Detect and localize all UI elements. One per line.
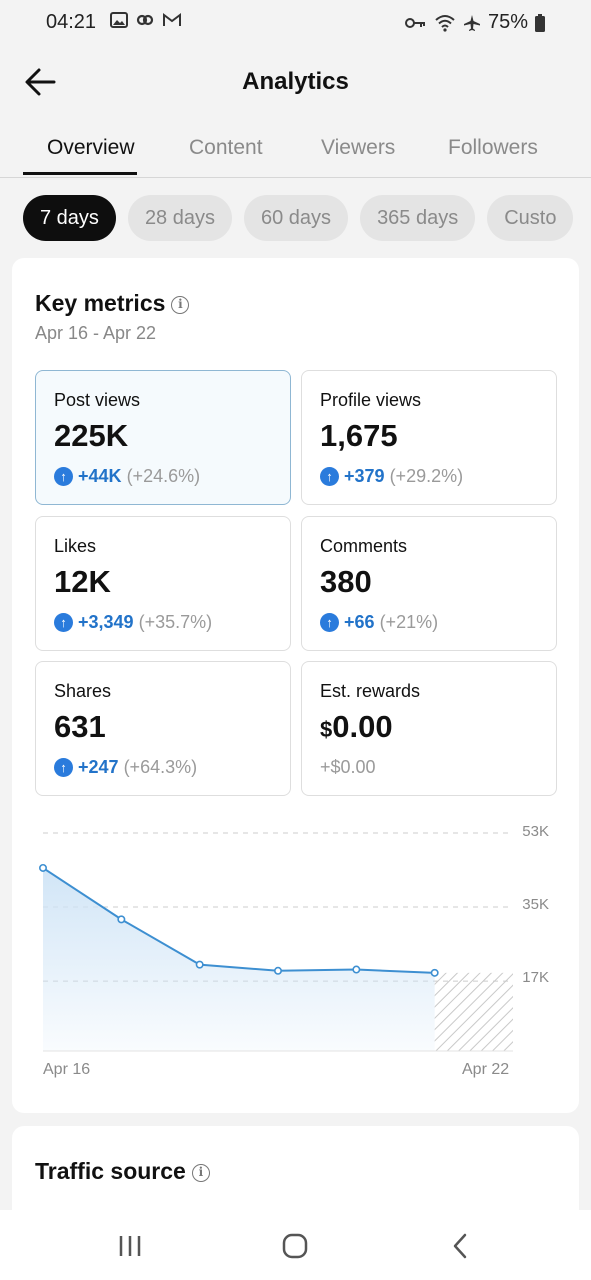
metric-value: 1,675: [320, 418, 398, 453]
metric-value: 12K: [54, 564, 111, 599]
metric-percent: (+24.6%): [126, 466, 201, 486]
metric-label: Shares: [54, 681, 112, 701]
page-title: Analytics: [242, 68, 349, 95]
key-metrics-card: Key metrics i Apr 16 - Apr 22 Post views …: [12, 258, 579, 1113]
metric-profile-views[interactable]: Profile views 1,675 ↑ +379 (+29.2%): [301, 370, 557, 505]
info-icon[interactable]: i: [171, 296, 190, 314]
gmail-icon: [163, 13, 181, 26]
currency-symbol: $: [320, 717, 333, 742]
incomplete-period-hatch: [434, 972, 513, 1051]
metric-percent: (+29.2%): [389, 466, 464, 486]
system-nav-bar: [0, 1210, 591, 1280]
link-icon: [136, 14, 154, 26]
home-icon: [282, 1233, 308, 1259]
key-icon: [404, 17, 425, 28]
tab-bar: Overview Content Viewers Followers: [0, 120, 591, 178]
airplane-icon: [463, 14, 480, 31]
metric-label: Comments: [320, 536, 408, 556]
metric-label: Post views: [54, 390, 141, 410]
metric-value: 631: [54, 709, 106, 744]
battery-level: 75%: [487, 11, 528, 33]
active-tab-indicator: [23, 172, 137, 175]
metric-likes[interactable]: Likes 12K ↑ +3,349 (+35.7%): [35, 516, 291, 651]
metric-delta: +379: [344, 466, 385, 486]
metric-delta: +$0.00: [320, 757, 376, 777]
data-point: [430, 968, 439, 977]
range-7-days[interactable]: 7 days: [23, 195, 116, 241]
tab-viewers[interactable]: Viewers: [321, 136, 396, 159]
x-tick-label: Apr 22: [462, 1061, 510, 1078]
data-point: [117, 915, 126, 924]
range-365-days[interactable]: 365 days: [360, 195, 476, 241]
status-bar: 04:21 75%: [0, 0, 591, 48]
arrow-up-icon: ↑: [54, 613, 73, 632]
arrow-up-icon: ↑: [54, 467, 73, 486]
wifi-icon: [435, 14, 455, 32]
arrow-up-icon: ↑: [54, 758, 73, 777]
metric-est-rewards[interactable]: Est. rewards $0.00 +$0.00: [301, 661, 557, 796]
metric-delta: +66: [344, 612, 375, 632]
tab-overview[interactable]: Overview: [47, 136, 135, 159]
gallery-icon: [110, 12, 128, 28]
range-28-days[interactable]: 28 days: [127, 195, 232, 241]
status-time: 04:21: [46, 11, 97, 33]
info-icon[interactable]: i: [191, 1164, 210, 1182]
data-point: [273, 966, 282, 975]
tab-followers[interactable]: Followers: [448, 136, 538, 159]
metric-label: Est. rewards: [320, 681, 421, 701]
metric-percent: (+64.3%): [123, 757, 198, 777]
metric-percent: (+21%): [379, 612, 439, 632]
y-tick-label: 17K: [522, 969, 549, 986]
arrow-up-icon: ↑: [320, 467, 339, 486]
data-point: [195, 960, 204, 969]
range-custom[interactable]: Custo: [487, 195, 574, 241]
metric-label: Profile views: [320, 390, 422, 410]
back-icon: [453, 1233, 467, 1259]
data-point: [38, 863, 47, 872]
chart-area: [43, 867, 435, 1051]
metric-percent: (+35.7%): [138, 612, 213, 632]
recent-apps-icon: [119, 1236, 141, 1256]
metric-value: 380: [320, 564, 372, 599]
metric-label: Likes: [54, 536, 97, 556]
tab-content[interactable]: Content: [189, 136, 263, 159]
metric-value: 225K: [54, 418, 129, 453]
metric-delta: +3,349: [78, 612, 134, 632]
date-range-label: Apr 16 - Apr 22: [35, 323, 157, 343]
metric-post-views[interactable]: Post views 225K ↑ +44K (+24.6%): [35, 370, 291, 505]
metric-delta: +44K: [78, 466, 122, 486]
metric-comments[interactable]: Comments 380 ↑ +66 (+21%): [301, 516, 557, 651]
battery-icon: [535, 13, 545, 32]
key-metrics-title: Key metrics: [35, 290, 166, 316]
metric-shares[interactable]: Shares 631 ↑ +247 (+64.3%): [35, 661, 291, 796]
date-range-selector: 7 days 28 days 60 days 365 days Custo: [23, 195, 574, 241]
y-tick-label: 35K: [522, 896, 549, 913]
arrow-up-icon: ↑: [320, 613, 339, 632]
chart-svg: [38, 832, 513, 1052]
chart-line: [42, 867, 435, 974]
metric-value: 0.00: [332, 709, 393, 744]
recent-apps-button[interactable]: [110, 1230, 150, 1262]
post-views-chart: 53K 35K 17K Apr 16 Apr 22: [12, 818, 579, 1088]
app-header: Analytics: [0, 48, 591, 118]
metric-delta: +247: [78, 757, 119, 777]
back-button[interactable]: [22, 64, 58, 100]
data-point: [352, 965, 361, 974]
range-60-days[interactable]: 60 days: [244, 195, 349, 241]
home-button[interactable]: [275, 1230, 315, 1262]
x-tick-label: Apr 16: [43, 1061, 91, 1078]
arrow-left-icon: [25, 68, 56, 96]
nav-back-button[interactable]: [440, 1230, 480, 1262]
traffic-source-title: Traffic source: [35, 1158, 186, 1184]
y-tick-label: 53K: [522, 823, 549, 840]
